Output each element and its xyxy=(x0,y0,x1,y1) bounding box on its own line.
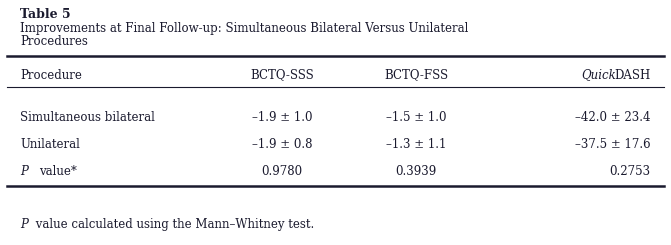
Text: BCTQ-SSS: BCTQ-SSS xyxy=(250,69,314,82)
Text: –42.0 ± 23.4: –42.0 ± 23.4 xyxy=(575,111,651,124)
Text: 0.9780: 0.9780 xyxy=(261,165,303,178)
Text: Quick: Quick xyxy=(581,69,616,82)
Text: P: P xyxy=(20,218,28,231)
Text: –1.9 ± 1.0: –1.9 ± 1.0 xyxy=(252,111,312,124)
Text: 0.3939: 0.3939 xyxy=(395,165,437,178)
Text: Table 5: Table 5 xyxy=(20,8,70,21)
Text: Improvements at Final Follow-up: Simultaneous Bilateral Versus Unilateral: Improvements at Final Follow-up: Simulta… xyxy=(20,22,468,35)
Text: BCTQ-FSS: BCTQ-FSS xyxy=(384,69,448,82)
Text: –1.9 ± 0.8: –1.9 ± 0.8 xyxy=(252,138,312,151)
Text: –1.3 ± 1.1: –1.3 ± 1.1 xyxy=(386,138,446,151)
Text: Simultaneous bilateral: Simultaneous bilateral xyxy=(20,111,155,124)
Text: –37.5 ± 17.6: –37.5 ± 17.6 xyxy=(575,138,651,151)
Text: value*: value* xyxy=(39,165,76,178)
Text: DASH: DASH xyxy=(615,69,651,82)
Text: Unilateral: Unilateral xyxy=(20,138,80,151)
Text: –1.5 ± 1.0: –1.5 ± 1.0 xyxy=(386,111,446,124)
Text: Procedures: Procedures xyxy=(20,35,88,48)
Text: Procedure: Procedure xyxy=(20,69,82,82)
Text: value calculated using the Mann–Whitney test.: value calculated using the Mann–Whitney … xyxy=(32,218,315,231)
Text: 0.2753: 0.2753 xyxy=(610,165,651,178)
Text: P: P xyxy=(20,165,28,178)
